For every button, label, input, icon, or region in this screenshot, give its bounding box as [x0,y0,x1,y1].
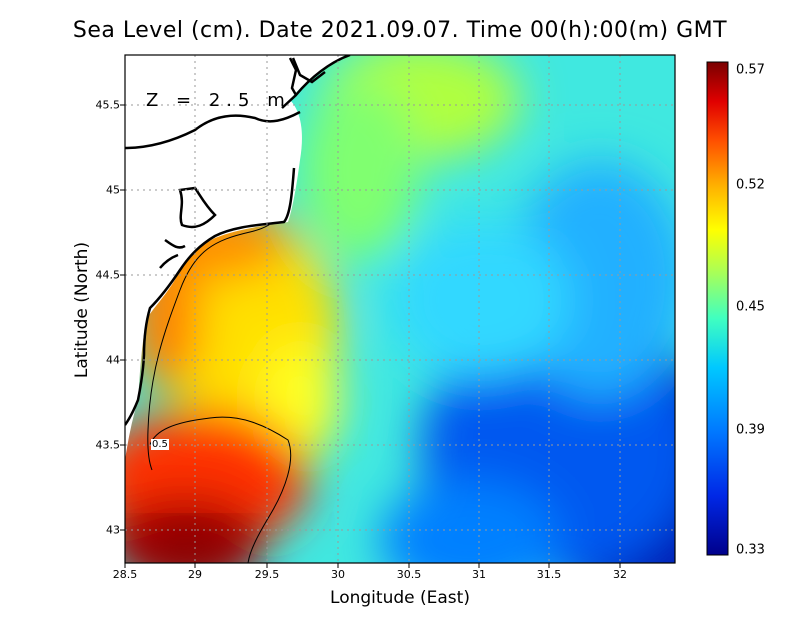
map-title: Sea Level (cm). Date 2021.09.07. Time 00… [72,18,728,43]
x-tick-label: 31.5 [536,568,562,581]
y-tick-label: 44 [106,353,120,367]
y-axis-label: Latitude (North) [72,241,92,379]
colorbar-tick-label: 0.33 [736,542,765,558]
x-tick-label: 30.5 [396,568,422,581]
y-tick-label: 45.5 [95,98,121,112]
sea-level-field [125,55,675,563]
contour-value-label: 0.5 [151,439,169,450]
coastline [125,55,351,426]
contour-line [149,416,292,563]
colorbar-tick-label: 0.52 [736,177,765,193]
y-tick-label: 43 [106,523,120,537]
gridlines [125,55,675,563]
land-mass [125,55,345,460]
depth-annotation: Z = 2.5 m [146,90,291,111]
plot-frame [124,54,676,564]
colorbar [706,61,729,556]
x-tick-label: 28.5 [112,568,138,581]
colorbar-tick-label: 0.45 [736,299,765,315]
x-tick-label: 32 [613,568,627,581]
y-tick-label: 45 [106,183,120,197]
x-tick-label: 30 [331,568,345,581]
x-tick-label: 31 [472,568,486,581]
colorbar-tick-label: 0.57 [736,62,765,78]
x-tick-label: 29 [188,568,202,581]
x-axis-label: Longitude (East) [330,588,470,608]
y-tick-label: 44.5 [95,268,121,282]
x-tick-label: 29.5 [254,568,280,581]
tick-marks [120,104,621,568]
colorbar-tick-label: 0.39 [736,422,765,438]
y-tick-label: 43.5 [95,438,121,452]
